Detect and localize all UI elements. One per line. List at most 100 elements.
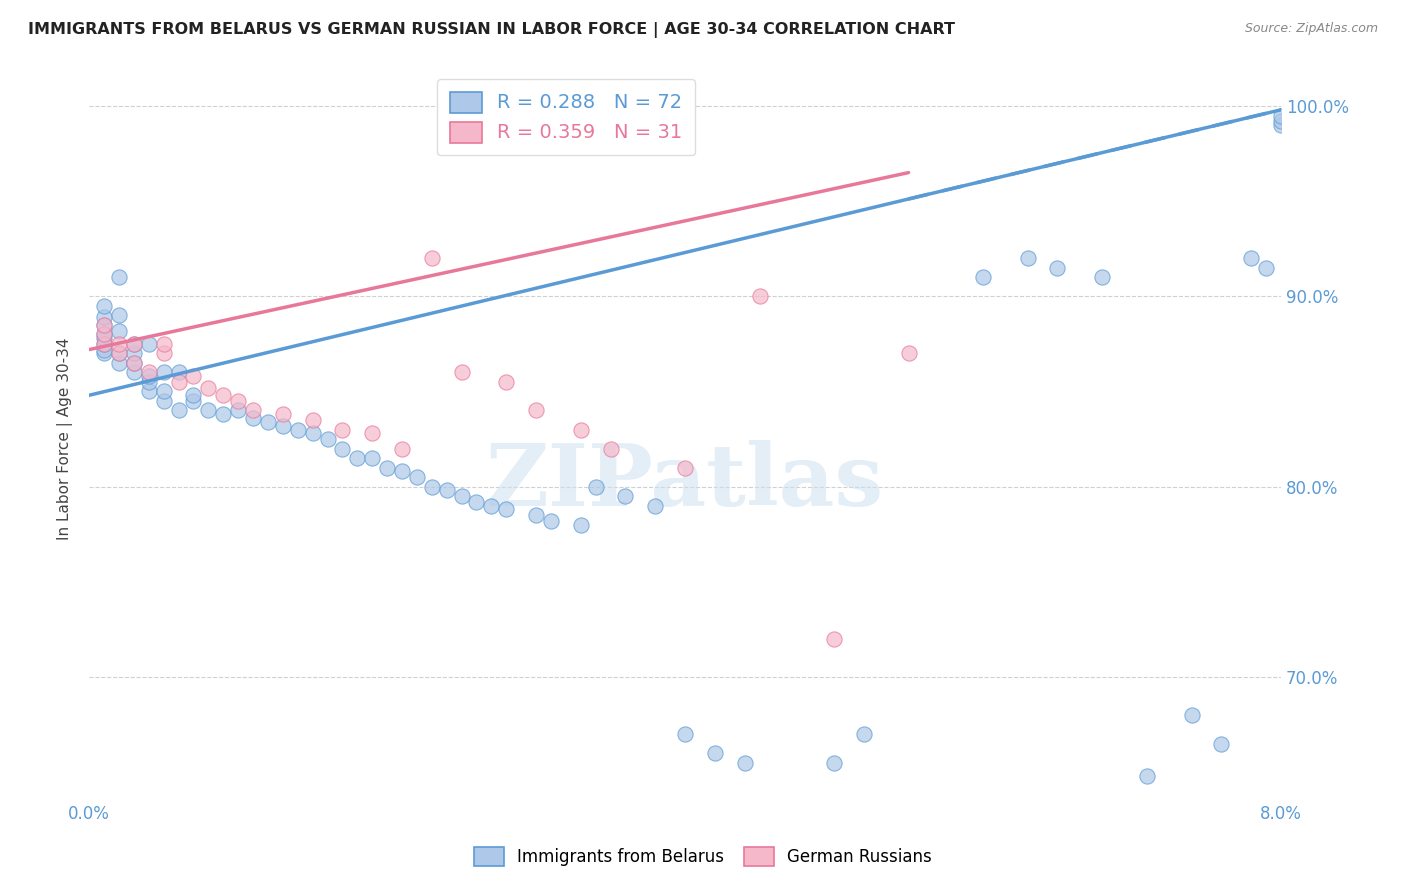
Point [197, 403, 219, 417]
Point [614, 489, 637, 503]
Point [271, 407, 294, 421]
Point [93, 299, 115, 313]
Point [644, 499, 666, 513]
Point [93, 346, 115, 360]
Point [152, 346, 174, 360]
Point [569, 423, 592, 437]
Point [1240, 252, 1263, 266]
Text: Source: ZipAtlas.com: Source: ZipAtlas.com [1244, 22, 1378, 36]
Point [524, 403, 547, 417]
Point [93, 318, 115, 332]
Point [152, 366, 174, 380]
Point [183, 394, 205, 409]
Point [93, 327, 115, 342]
Point [108, 346, 131, 360]
Point [93, 327, 115, 342]
Point [301, 413, 323, 427]
Point [569, 517, 592, 532]
Point [108, 337, 131, 351]
Point [420, 480, 443, 494]
Point [1254, 260, 1277, 275]
Point [226, 394, 249, 409]
Point [391, 442, 413, 456]
Point [167, 403, 190, 417]
Point [212, 388, 235, 402]
Text: ZIPatlas: ZIPatlas [486, 441, 884, 524]
Point [897, 346, 920, 360]
Point [301, 426, 323, 441]
Point [734, 756, 756, 770]
Point [271, 418, 294, 433]
Point [1270, 118, 1292, 132]
Point [122, 337, 145, 351]
Point [1091, 270, 1114, 285]
Point [375, 460, 398, 475]
Point [226, 403, 249, 417]
Point [823, 632, 845, 646]
Point [93, 331, 115, 345]
Point [1046, 260, 1069, 275]
Point [122, 346, 145, 360]
Point [93, 318, 115, 332]
Point [108, 324, 131, 338]
Point [1270, 114, 1292, 128]
Point [673, 460, 696, 475]
Point [1017, 252, 1039, 266]
Point [673, 727, 696, 741]
Point [122, 356, 145, 370]
Point [599, 442, 621, 456]
Point [138, 369, 160, 384]
Text: IMMIGRANTS FROM BELARUS VS GERMAN RUSSIAN IN LABOR FORCE | AGE 30-34 CORRELATION: IMMIGRANTS FROM BELARUS VS GERMAN RUSSIA… [28, 22, 955, 38]
Point [332, 442, 354, 456]
Point [167, 366, 190, 380]
Legend: R = 0.288   N = 72, R = 0.359   N = 31: R = 0.288 N = 72, R = 0.359 N = 31 [437, 79, 695, 155]
Point [93, 337, 115, 351]
Point [361, 426, 384, 441]
Point [108, 346, 131, 360]
Point [495, 502, 517, 516]
Point [138, 337, 160, 351]
Point [152, 337, 174, 351]
Legend: Immigrants from Belarus, German Russians: Immigrants from Belarus, German Russians [465, 838, 941, 875]
Point [122, 366, 145, 380]
Point [465, 495, 488, 509]
Point [450, 489, 472, 503]
Point [93, 310, 115, 325]
Point [108, 309, 131, 323]
Point [823, 756, 845, 770]
Point [1211, 737, 1233, 751]
Point [212, 407, 235, 421]
Point [138, 366, 160, 380]
Point [183, 369, 205, 384]
Point [450, 366, 472, 380]
Point [540, 514, 562, 528]
Point [152, 384, 174, 399]
Point [257, 415, 280, 429]
Point [406, 470, 429, 484]
Point [138, 375, 160, 389]
Point [122, 356, 145, 370]
Point [108, 356, 131, 370]
Point [420, 252, 443, 266]
Point [852, 727, 875, 741]
Point [93, 343, 115, 357]
Point [332, 423, 354, 437]
Point [524, 508, 547, 523]
Point [346, 451, 368, 466]
Point [1180, 708, 1202, 723]
Point [436, 483, 458, 498]
Point [287, 423, 309, 437]
Point [138, 384, 160, 399]
Y-axis label: In Labor Force | Age 30-34: In Labor Force | Age 30-34 [58, 338, 73, 541]
Point [479, 499, 502, 513]
Point [242, 411, 264, 425]
Point [703, 746, 725, 760]
Point [242, 403, 264, 417]
Point [495, 375, 517, 389]
Point [93, 337, 115, 351]
Point [972, 270, 994, 285]
Point [108, 270, 131, 285]
Point [748, 289, 770, 303]
Point [316, 432, 339, 446]
Point [152, 394, 174, 409]
